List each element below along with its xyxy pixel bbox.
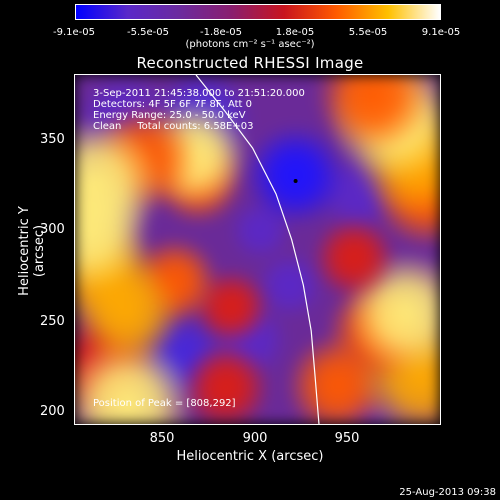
x-axis-label: Heliocentric X (arcsec) (176, 449, 324, 464)
colorbar-tick-label: -9.1e-05 (53, 27, 95, 38)
footer-date: 25-Aug-2013 09:38 (399, 487, 496, 498)
x-tick-label: 850 (149, 431, 175, 446)
colorbar-units-label: (photons cm⁻² s⁻¹ asec⁻²) (185, 39, 315, 50)
y-tick-label: 250 (40, 314, 65, 329)
colorbar-tick-label: -5.5e-05 (127, 27, 169, 38)
colorbar (75, 4, 441, 20)
colorbar-tick-label: 5.5e-05 (348, 27, 388, 38)
x-tick-label: 950 (334, 431, 360, 446)
chart-title: Reconstructed RHESSI Image (136, 54, 364, 72)
solar-limb-line (195, 75, 320, 424)
colorbar-tick-label: 9.1e-05 (421, 27, 461, 38)
heatmap-image (75, 75, 440, 424)
y-tick-label: 300 (40, 222, 65, 237)
peak-marker (293, 179, 298, 183)
info-time-range: 3-Sep-2011 21:45:38.000 to 21:51:20.000 (93, 88, 305, 99)
y-tick-label: 350 (40, 132, 65, 147)
info-counts: Clean Total counts: 6.58E+03 (93, 121, 254, 132)
colorbar-tick-label: 1.8e-05 (275, 27, 315, 38)
info-detectors: Detectors: 4F 5F 6F 7F 8F, Att 0 (93, 99, 253, 110)
image-plot-area (74, 74, 441, 425)
info-energy-range: Energy Range: 25.0 - 50.0 keV (93, 110, 246, 121)
overlay-layer (195, 75, 320, 424)
peak-position-label: Position of Peak = [808,292] (93, 398, 236, 409)
x-tick-label: 900 (242, 431, 268, 446)
colorbar-tick-label: -1.8e-05 (200, 27, 242, 38)
y-tick-label: 200 (40, 404, 65, 419)
y-axis-label: Heliocentric Y (arcsec) (17, 206, 47, 296)
